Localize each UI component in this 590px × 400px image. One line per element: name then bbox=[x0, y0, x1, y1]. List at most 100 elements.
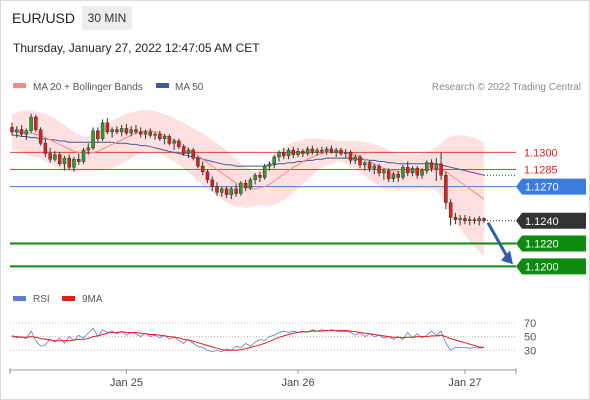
x-tick-label: Jan 26 bbox=[282, 377, 315, 389]
level-label-2: 1.1270 bbox=[525, 182, 559, 194]
candle-down bbox=[34, 116, 38, 130]
moving-average-layer bbox=[12, 130, 485, 200]
candle-down bbox=[138, 131, 143, 135]
rsi-tick-50: 50 bbox=[524, 332, 536, 344]
candle-up bbox=[296, 151, 300, 155]
candle-down bbox=[196, 157, 200, 167]
candle-up bbox=[91, 130, 95, 149]
candle-up bbox=[119, 128, 124, 133]
candle-down bbox=[429, 162, 434, 169]
candle-up bbox=[53, 154, 57, 160]
credit-text: Research © 2022 Trading Central bbox=[432, 82, 581, 93]
level-label-0: 1.1300 bbox=[524, 147, 558, 159]
candle-down bbox=[200, 165, 205, 173]
candle-up bbox=[267, 163, 272, 167]
candle-down bbox=[310, 148, 315, 153]
candle-up bbox=[253, 174, 257, 180]
candle-down bbox=[19, 129, 24, 135]
ma20-line bbox=[12, 130, 485, 200]
candle-down bbox=[472, 219, 477, 222]
candle-up bbox=[305, 148, 310, 154]
candle-down bbox=[105, 122, 110, 133]
candle-up bbox=[153, 133, 157, 136]
candle-up bbox=[248, 179, 253, 188]
candle-up bbox=[239, 182, 243, 194]
candle-up bbox=[467, 219, 472, 222]
candle-down bbox=[158, 133, 162, 139]
x-tick-label: Jan 25 bbox=[110, 377, 143, 389]
candle-down bbox=[377, 165, 381, 174]
candle-down bbox=[224, 188, 229, 195]
candle-up bbox=[24, 130, 29, 135]
candle-down bbox=[134, 129, 138, 133]
candle-up bbox=[81, 149, 86, 162]
ma9-legend-label: 9MA bbox=[82, 294, 103, 305]
candle-down bbox=[320, 149, 324, 152]
timeframe-button[interactable]: 30 MIN bbox=[82, 6, 132, 30]
candle-up bbox=[343, 152, 348, 154]
candle-up bbox=[72, 158, 76, 168]
pair-title: EUR/USD bbox=[12, 10, 76, 26]
candle-down bbox=[282, 152, 286, 157]
candle-down bbox=[115, 129, 119, 133]
candle-down bbox=[258, 174, 262, 178]
candle-down bbox=[48, 153, 52, 160]
candle-down bbox=[10, 127, 14, 133]
forecast-arrow-head bbox=[501, 250, 513, 265]
level-label-3: 1.1220 bbox=[525, 239, 559, 251]
candle-up bbox=[15, 129, 19, 133]
ma9-legend-swatch bbox=[62, 296, 75, 301]
candles-layer bbox=[10, 113, 486, 226]
candle-down bbox=[38, 129, 43, 144]
candle-up bbox=[372, 165, 377, 169]
candle-down bbox=[210, 179, 214, 187]
candle-up bbox=[143, 131, 148, 135]
candle-down bbox=[57, 154, 62, 165]
level-tag-4 bbox=[516, 258, 586, 275]
level-labels-layer: 1.1300 1.1285 1.1270 1.1220 1.1200 1.1240 bbox=[486, 147, 586, 275]
candle-down bbox=[453, 217, 458, 220]
candle-down bbox=[367, 162, 372, 169]
candle-up bbox=[129, 129, 133, 134]
forecast-arrow-shaft bbox=[486, 222, 510, 260]
candle-up bbox=[62, 157, 67, 165]
candle-up bbox=[315, 149, 319, 153]
candle-up bbox=[172, 140, 176, 144]
ma50-legend-swatch bbox=[156, 83, 169, 88]
candle-down bbox=[215, 186, 219, 193]
candle-up bbox=[425, 162, 429, 171]
candle-down bbox=[405, 166, 410, 174]
candle-up bbox=[324, 148, 329, 152]
candle-down bbox=[76, 158, 81, 162]
candle-down bbox=[358, 156, 362, 166]
level-tag-3 bbox=[516, 235, 586, 252]
candle-up bbox=[401, 166, 405, 178]
candle-up bbox=[420, 170, 424, 176]
rsi-tick-30: 30 bbox=[524, 345, 536, 357]
candle-down bbox=[43, 143, 48, 154]
level-label-4: 1.1200 bbox=[525, 261, 559, 273]
candle-down bbox=[148, 131, 153, 136]
level-tag-2 bbox=[516, 178, 586, 195]
candle-down bbox=[415, 168, 420, 176]
last-price-tag bbox=[516, 212, 586, 229]
chart-datetime: Thursday, January 27, 2022 12:47:05 AM C… bbox=[13, 41, 260, 55]
candle-down bbox=[177, 140, 181, 147]
candle-up bbox=[262, 165, 267, 178]
last-price-label: 1.1240 bbox=[525, 216, 559, 228]
rsi-line bbox=[11, 327, 485, 353]
candle-down bbox=[482, 218, 486, 222]
candle-up bbox=[363, 162, 367, 166]
candle-up bbox=[229, 188, 234, 195]
ma20-legend-swatch bbox=[13, 83, 26, 88]
candle-up bbox=[110, 129, 114, 133]
candle-down bbox=[67, 157, 71, 168]
candle-up bbox=[477, 218, 481, 222]
candle-down bbox=[234, 188, 238, 194]
candle-down bbox=[329, 148, 334, 153]
ma50-line bbox=[12, 134, 485, 176]
x-axis: Jan 25 Jan 26 Jan 27 bbox=[9, 368, 517, 389]
candle-down bbox=[181, 146, 186, 154]
candle-down bbox=[396, 173, 400, 178]
bollinger-band-area bbox=[12, 110, 484, 257]
